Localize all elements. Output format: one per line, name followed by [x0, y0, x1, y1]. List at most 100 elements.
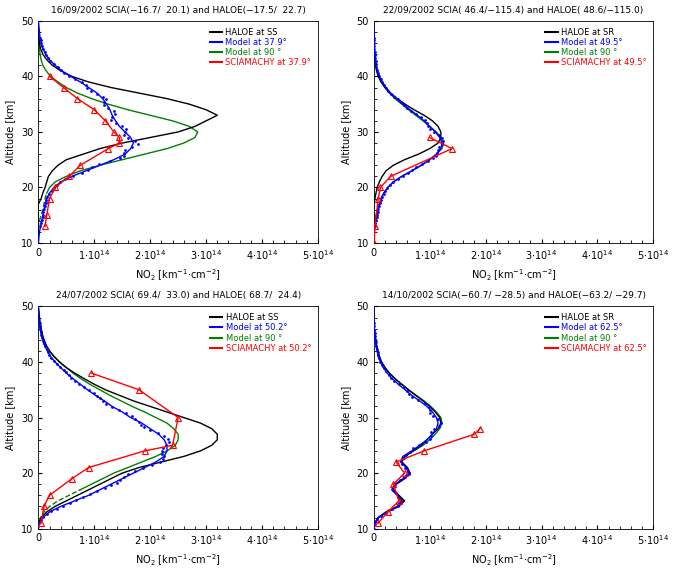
Point — [425, 431, 436, 440]
Point — [40, 198, 51, 207]
Point — [80, 80, 91, 90]
Point — [374, 71, 385, 80]
Point — [383, 86, 394, 95]
Point — [381, 367, 392, 376]
Point — [35, 36, 46, 45]
Point — [123, 133, 134, 142]
Point — [370, 335, 381, 344]
Point — [371, 216, 381, 225]
Point — [34, 319, 45, 328]
Point — [369, 33, 379, 42]
X-axis label: NO$_2$ [km$^{-1}$$\cdot$cm$^{-2}$]: NO$_2$ [km$^{-1}$$\cdot$cm$^{-2}$] — [470, 267, 556, 283]
Point — [389, 92, 400, 101]
Point — [117, 122, 128, 131]
Point — [393, 379, 404, 389]
Point — [97, 397, 108, 406]
Point — [157, 449, 167, 458]
Point — [402, 169, 413, 178]
Point — [66, 374, 77, 383]
Point — [394, 476, 405, 485]
Point — [377, 192, 387, 201]
Legend: HALOE at SR, Model at 49.5°, Model at 90 °, SCIAMACHY at 49.5°: HALOE at SR, Model at 49.5°, Model at 90… — [543, 25, 649, 70]
Point — [138, 463, 148, 472]
Point — [109, 110, 120, 119]
Point — [389, 479, 400, 488]
Point — [369, 524, 379, 533]
Point — [106, 115, 117, 125]
Point — [70, 377, 80, 386]
Point — [402, 104, 412, 113]
Point — [49, 60, 59, 69]
Point — [433, 142, 444, 152]
Point — [371, 213, 382, 222]
Point — [392, 502, 403, 511]
Point — [370, 518, 381, 527]
Point — [423, 157, 433, 166]
Point — [433, 421, 444, 430]
Point — [400, 463, 410, 472]
Point — [432, 148, 443, 157]
Point — [113, 405, 124, 414]
Point — [123, 469, 134, 478]
Point — [37, 213, 48, 222]
Point — [369, 319, 379, 328]
Point — [371, 57, 381, 66]
Point — [387, 482, 398, 491]
Point — [92, 487, 103, 496]
Point — [388, 177, 399, 187]
Point — [34, 324, 45, 333]
Point — [372, 347, 383, 356]
Point — [161, 440, 171, 449]
Y-axis label: Altitude [km]: Altitude [km] — [341, 100, 351, 164]
Y-axis label: Altitude [km]: Altitude [km] — [5, 100, 16, 164]
Point — [136, 420, 146, 429]
Point — [107, 113, 117, 122]
Point — [118, 130, 129, 139]
Point — [373, 351, 383, 360]
Point — [42, 192, 53, 201]
Point — [40, 48, 51, 57]
Point — [396, 456, 407, 466]
Point — [371, 341, 381, 350]
Point — [36, 39, 47, 48]
Point — [98, 92, 109, 101]
Point — [36, 219, 47, 228]
Point — [369, 322, 379, 331]
Point — [108, 107, 119, 116]
Point — [414, 441, 425, 450]
Point — [144, 426, 155, 435]
Point — [404, 389, 414, 398]
Point — [420, 115, 431, 125]
Point — [77, 77, 88, 87]
Point — [38, 336, 49, 345]
Point — [130, 414, 141, 424]
Point — [384, 180, 395, 189]
Point — [379, 363, 389, 373]
Point — [40, 342, 51, 351]
Point — [115, 475, 126, 484]
Point — [372, 65, 383, 75]
Point — [398, 383, 409, 392]
Point — [159, 432, 169, 441]
Point — [99, 484, 110, 493]
Point — [43, 347, 53, 356]
Point — [46, 187, 57, 196]
Point — [121, 408, 132, 417]
Point — [394, 495, 405, 505]
Point — [152, 429, 163, 438]
Point — [410, 110, 421, 119]
Point — [38, 513, 49, 522]
Point — [369, 222, 380, 231]
Point — [120, 125, 131, 134]
Point — [133, 417, 144, 426]
Point — [428, 154, 439, 163]
Point — [41, 195, 52, 204]
Point — [38, 204, 49, 213]
Point — [425, 434, 435, 443]
Point — [118, 148, 129, 157]
Point — [34, 518, 45, 528]
Point — [391, 488, 402, 498]
Point — [101, 400, 111, 409]
Point — [41, 344, 52, 354]
X-axis label: NO$_2$ [km$^{-1}$$\cdot$cm$^{-2}$]: NO$_2$ [km$^{-1}$$\cdot$cm$^{-2}$] — [470, 553, 556, 568]
